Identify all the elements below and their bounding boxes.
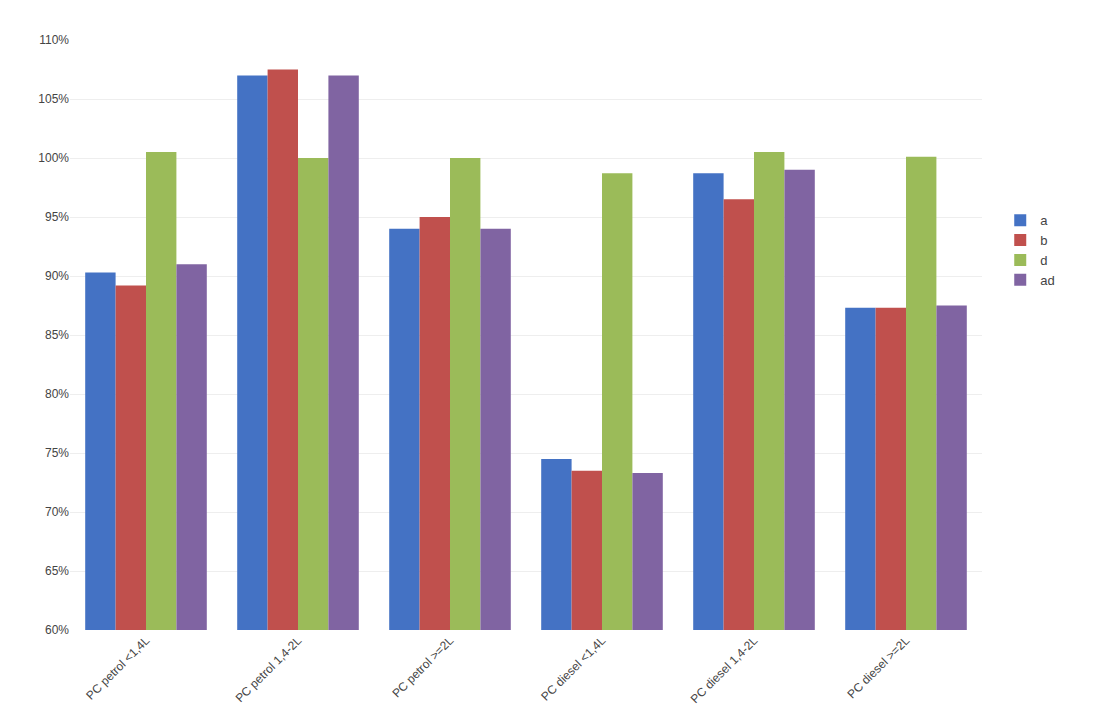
svg-text:110%: 110% (39, 33, 69, 47)
svg-text:100%: 100% (38, 151, 69, 165)
svg-text:105%: 105% (38, 92, 69, 106)
svg-text:90%: 90% (45, 269, 69, 283)
svg-text:ad: ad (1040, 273, 1054, 288)
svg-text:PC petrol <1,4L: PC petrol <1,4L (83, 633, 152, 702)
svg-text:PC petrol 1,4-2L: PC petrol 1,4-2L (233, 633, 305, 705)
svg-text:d: d (1040, 253, 1047, 268)
svg-text:65%: 65% (45, 564, 69, 578)
svg-text:b: b (1040, 233, 1047, 248)
svg-text:75%: 75% (45, 446, 69, 460)
svg-text:70%: 70% (45, 505, 69, 519)
svg-text:85%: 85% (45, 328, 69, 342)
svg-text:80%: 80% (45, 387, 69, 401)
svg-text:95%: 95% (45, 210, 69, 224)
svg-text:60%: 60% (45, 623, 69, 637)
svg-text:PC diesel >=2L: PC diesel >=2L (844, 633, 912, 701)
svg-text:PC diesel <1,4L: PC diesel <1,4L (538, 633, 608, 703)
svg-text:a: a (1040, 213, 1048, 228)
svg-text:PC petrol >=2L: PC petrol >=2L (389, 633, 456, 700)
svg-text:PC diesel 1,4-2L: PC diesel 1,4-2L (688, 633, 761, 706)
